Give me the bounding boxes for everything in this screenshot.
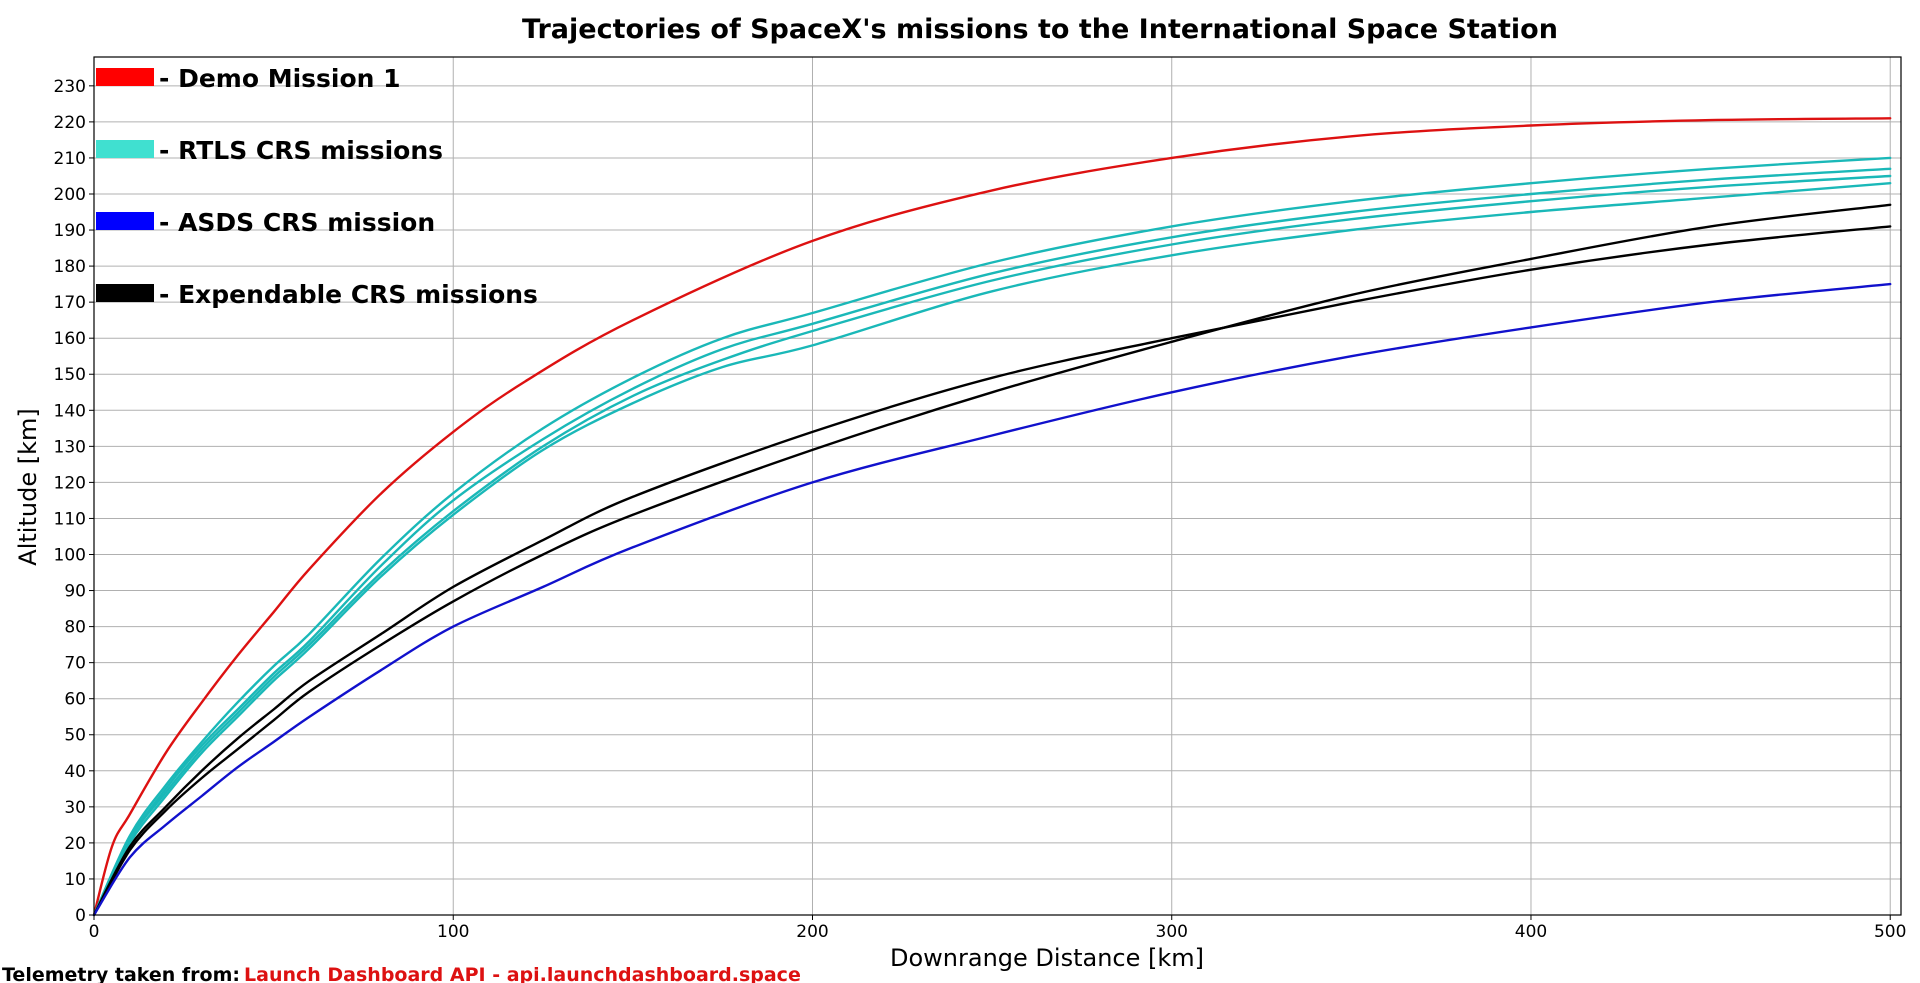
- series-line-rtls-crs-missions-4: [92, 182, 1892, 917]
- y-tick-label: 100: [54, 545, 86, 565]
- y-tick-label: 230: [54, 77, 86, 97]
- chart-title: Trajectories of SpaceX's missions to the…: [522, 14, 1558, 45]
- legend: - Demo Mission 1 - RTLS CRS missions - ASD…: [96, 64, 538, 309]
- y-tick-label: 160: [54, 329, 86, 349]
- y-tick-label: 60: [64, 690, 86, 710]
- series-line-rtls-crs-missions-3: [92, 174, 1892, 917]
- legend-swatch: [96, 212, 154, 230]
- legend-entry-label: - ASDS CRS mission: [159, 208, 435, 237]
- x-tick-label: 300: [1156, 922, 1188, 942]
- y-tick-label: 90: [64, 582, 86, 602]
- y-tick-label: 210: [54, 149, 86, 169]
- legend-entry-label: - Demo Mission 1: [159, 64, 401, 93]
- y-tick-label: 170: [54, 293, 86, 313]
- legend-entry-label: - RTLS CRS missions: [159, 136, 443, 165]
- y-tick-label: 130: [54, 437, 86, 457]
- series-lines: [92, 117, 1892, 917]
- y-tick-label: 140: [54, 401, 86, 421]
- y-tick-label: 20: [64, 834, 86, 854]
- x-tick-label: 500: [1874, 922, 1906, 942]
- y-tick-label: 70: [64, 654, 86, 674]
- legend-swatch: [96, 284, 154, 302]
- legend-swatch: [96, 140, 154, 158]
- grid-lines: [93, 57, 1901, 916]
- x-tick-label: 400: [1515, 922, 1547, 942]
- y-tick-label: 220: [54, 113, 86, 133]
- series-line-rtls-crs-missions-1: [92, 156, 1892, 917]
- y-tick-label: 110: [54, 509, 86, 529]
- y-tick-label: 10: [64, 870, 86, 890]
- footer-credit: Telemetry taken from: Launch Dashboard AP…: [2, 964, 801, 983]
- x-axis-label: Downrange Distance [km]: [890, 944, 1204, 972]
- footer-label: Telemetry taken from:: [2, 964, 240, 983]
- y-axis-label: Altitude [km]: [14, 408, 42, 565]
- plot-frame: [93, 56, 1902, 916]
- axis-ticks: 0 100 200 300 400 500 0 10 20 30 40 50 60 70 80 90 100 11…: [54, 77, 1907, 942]
- y-tick-label: 40: [64, 762, 86, 782]
- x-tick-label: 200: [796, 922, 828, 942]
- y-tick-label: 0: [75, 906, 86, 926]
- series-line-rtls-crs-missions-2: [92, 167, 1892, 917]
- y-tick-label: 50: [64, 726, 86, 746]
- legend-swatch: [96, 68, 154, 86]
- series-line-demo-mission-1-0: [92, 117, 1892, 917]
- y-tick-label: 180: [54, 257, 86, 277]
- legend-entry-label: - Expendable CRS missions: [159, 280, 538, 309]
- series-line-expendable-crs-missions-6: [92, 203, 1892, 917]
- series-line-expendable-crs-missions-5: [92, 225, 1892, 917]
- y-tick-label: 150: [54, 365, 86, 385]
- y-tick-label: 120: [54, 473, 86, 493]
- series-line-asds-crs-mission-7: [92, 282, 1892, 917]
- x-tick-label: 100: [437, 922, 469, 942]
- y-tick-label: 190: [54, 221, 86, 241]
- footer-source-link[interactable]: Launch Dashboard API - api.launchdashboa…: [244, 964, 801, 983]
- y-tick-label: 200: [54, 185, 86, 205]
- y-tick-label: 30: [64, 798, 86, 818]
- y-tick-label: 80: [64, 618, 86, 638]
- x-tick-label: 0: [89, 922, 100, 942]
